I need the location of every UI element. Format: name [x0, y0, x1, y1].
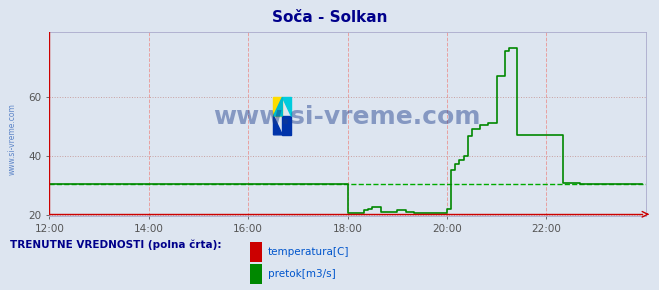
Bar: [283, 116, 291, 135]
Bar: [273, 97, 283, 116]
Text: temperatura[C]: temperatura[C]: [268, 247, 349, 257]
Text: Soča - Solkan: Soča - Solkan: [272, 10, 387, 25]
Text: TRENUTNE VREDNOSTI (polna črta):: TRENUTNE VREDNOSTI (polna črta):: [10, 239, 221, 250]
Text: www.si-vreme.com: www.si-vreme.com: [214, 106, 481, 129]
Polygon shape: [283, 97, 291, 116]
Text: pretok[m3/s]: pretok[m3/s]: [268, 269, 335, 279]
Polygon shape: [273, 116, 283, 135]
Polygon shape: [273, 97, 283, 116]
Text: www.si-vreme.com: www.si-vreme.com: [7, 103, 16, 175]
